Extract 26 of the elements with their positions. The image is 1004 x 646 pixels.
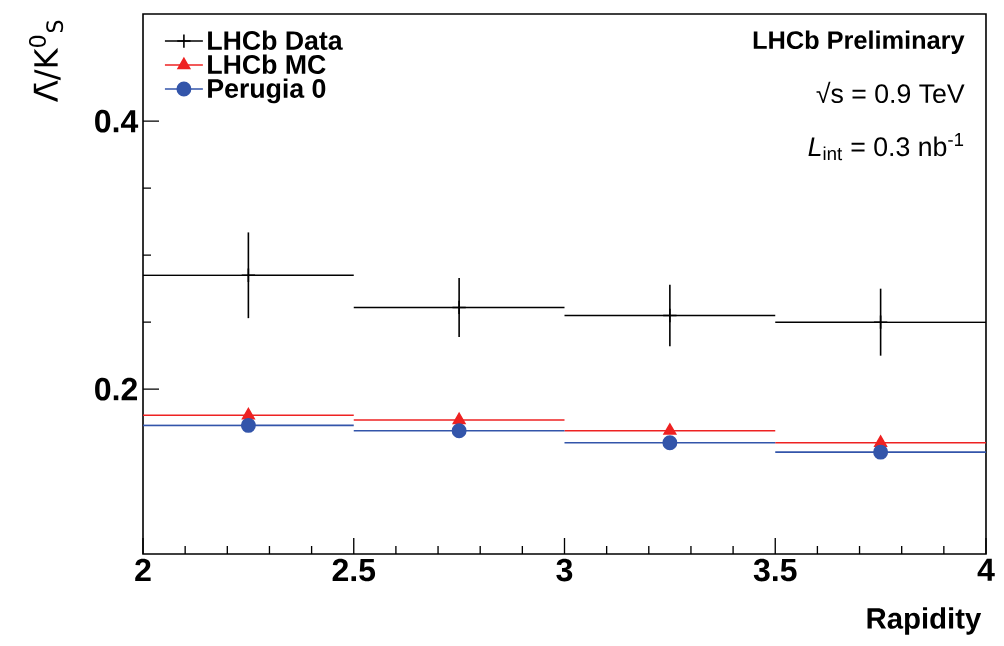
point [662, 435, 678, 451]
point [873, 444, 889, 460]
y-tick-label: 0.2 [95, 377, 138, 401]
x-tick-label: 2.5 [332, 558, 376, 582]
x-tick-label: 3.5 [753, 558, 797, 582]
point [240, 267, 256, 283]
legend-label: Perugia 0 [208, 78, 326, 104]
point [873, 314, 889, 330]
point [451, 423, 467, 439]
point [451, 299, 467, 315]
x-tick-label: 3 [556, 558, 573, 582]
point [452, 412, 466, 425]
annotation: L$_{int}$ = 0.3 nb$^{-1}$ [808, 133, 964, 161]
point [241, 407, 255, 420]
y-tick-label: 0.4 [95, 109, 139, 133]
point [663, 423, 677, 435]
x-tick-label: 2 [135, 558, 151, 582]
annotation: √s = 0.9 TeV [816, 81, 965, 104]
x-tick-label: 4 [977, 558, 995, 581]
legend-label: LHCb Data [208, 30, 343, 50]
y-axis-title: Λ̄/K$^{0}$S [28, 20, 64, 102]
point [662, 308, 678, 323]
point [240, 417, 256, 433]
legend-label: LHCb MC [208, 54, 326, 74]
x-axis-title: Rapidity [867, 607, 982, 635]
annotation: LHCb Preliminary [753, 30, 965, 55]
